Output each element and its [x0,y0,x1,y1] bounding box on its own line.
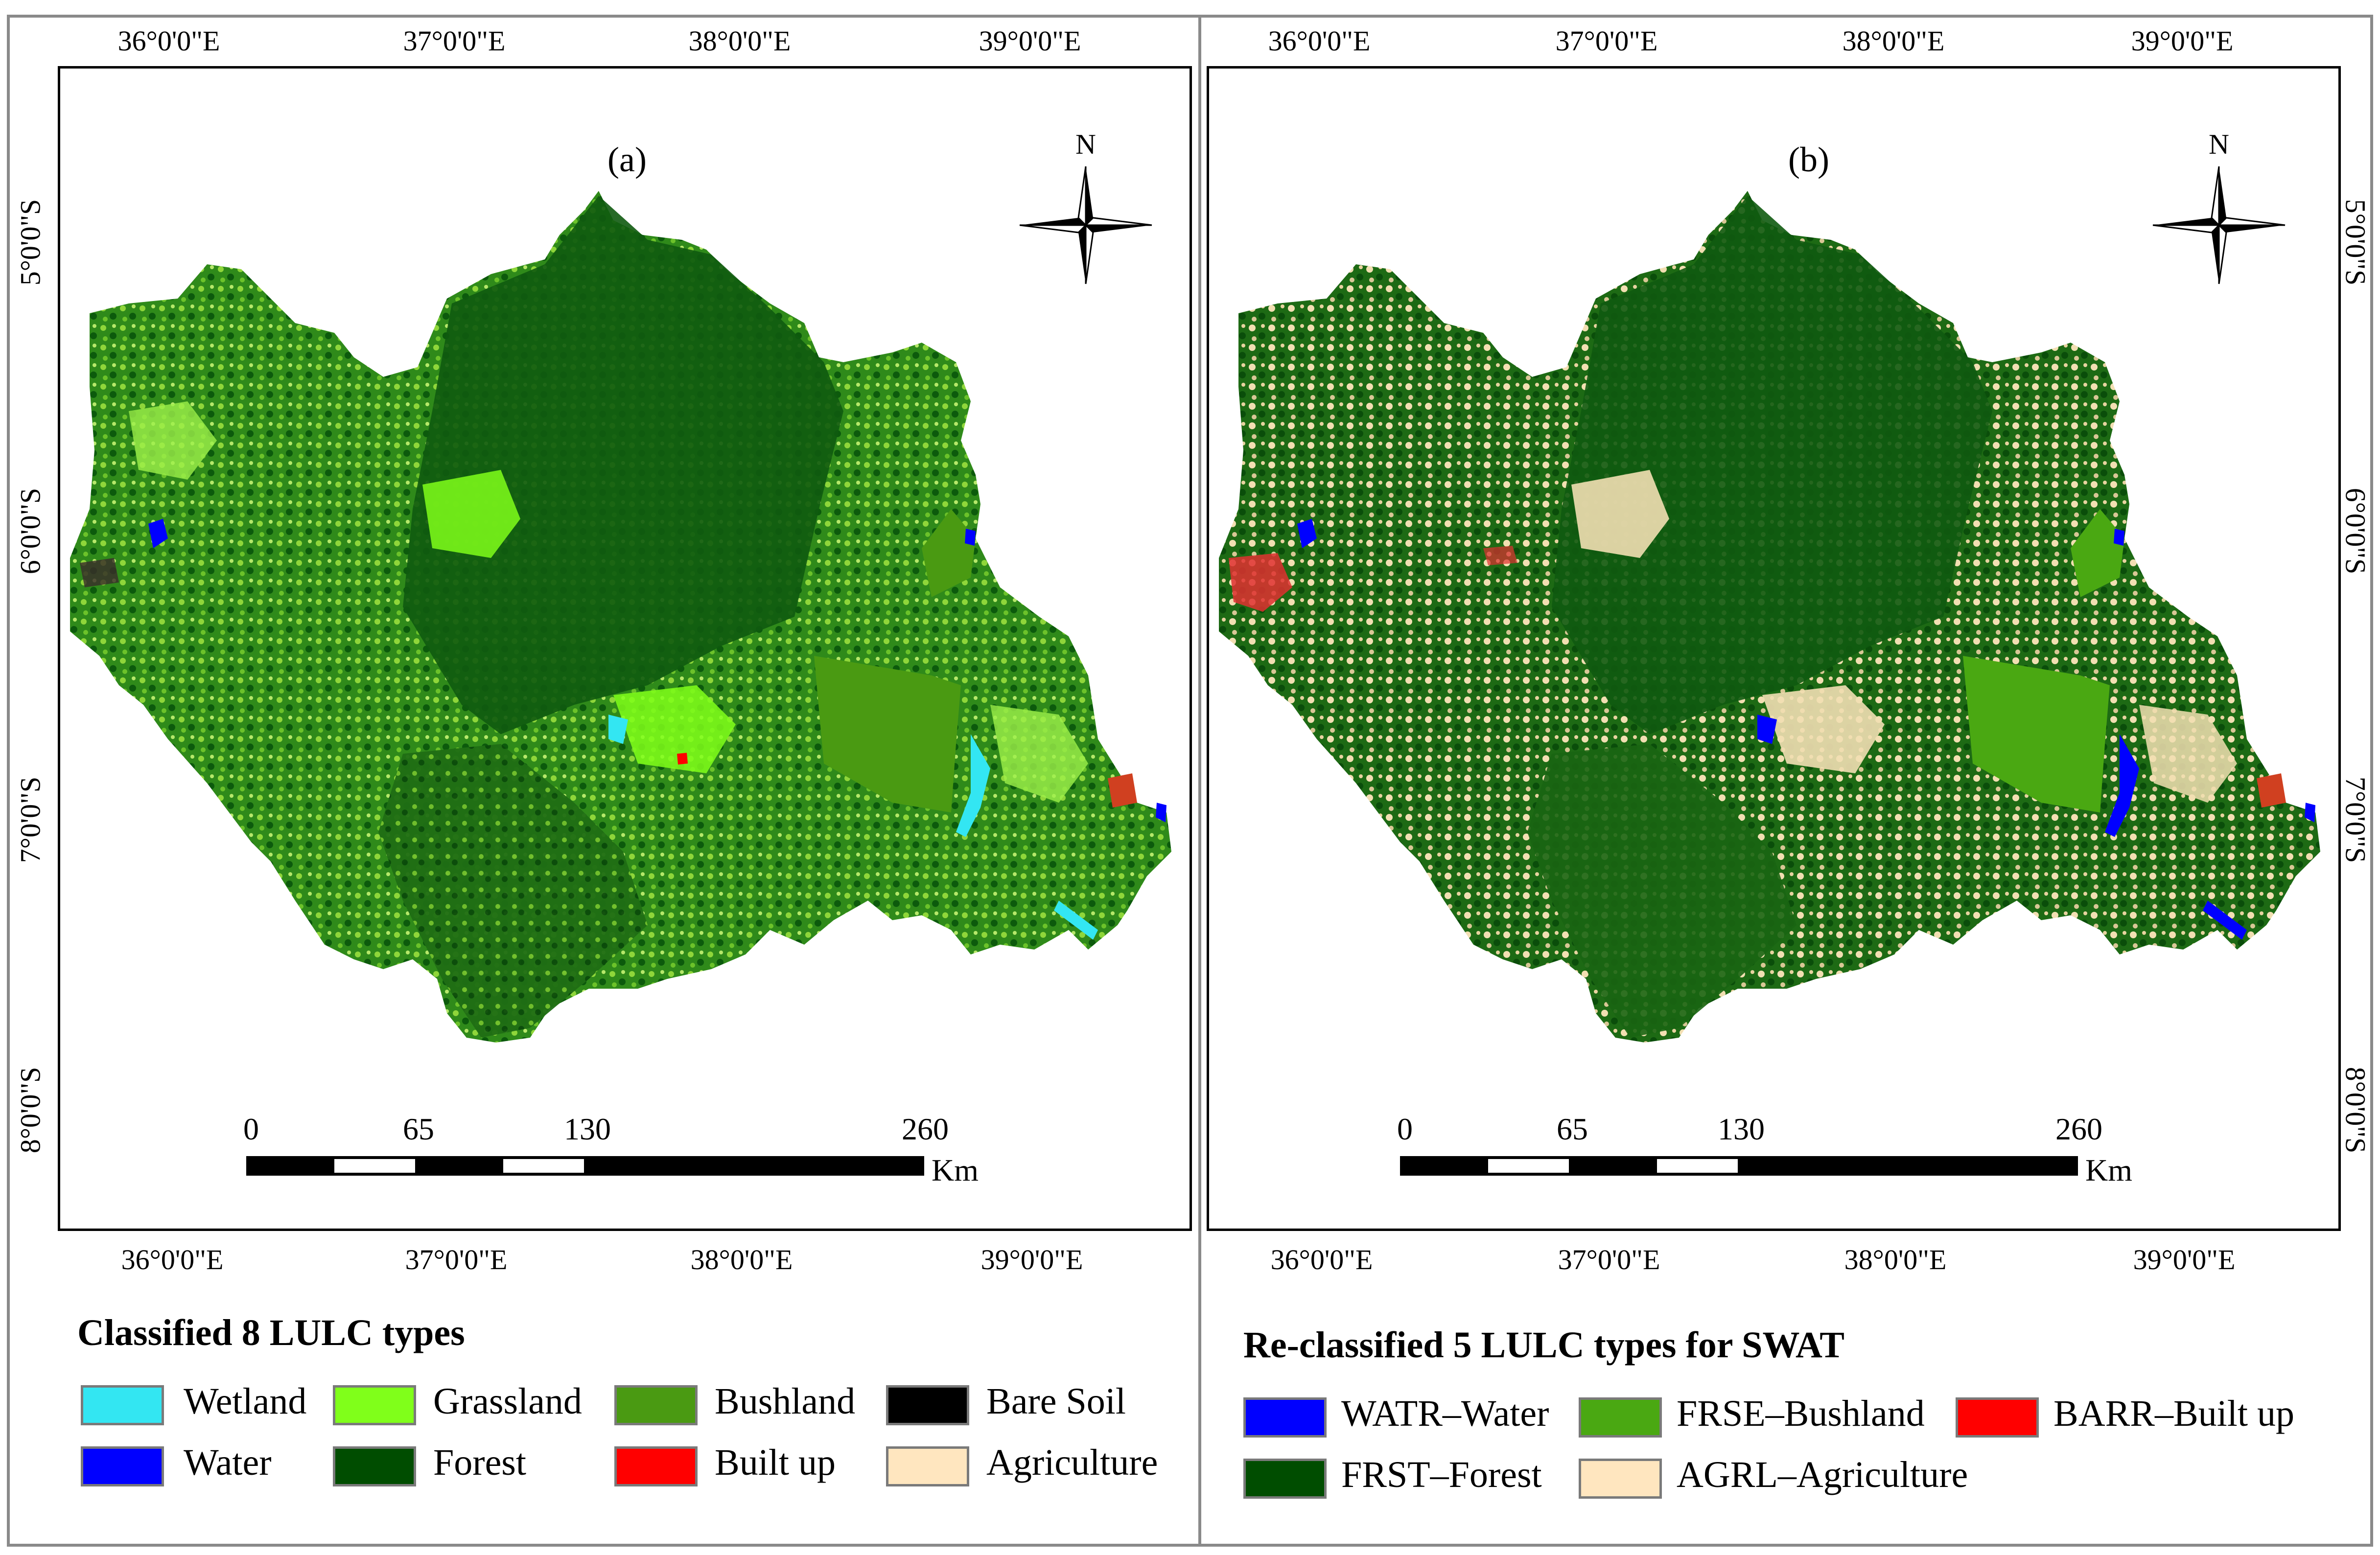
legend-swatch [886,1446,969,1486]
legend-label: Built up [715,1442,836,1483]
scale-segment-white [503,1159,584,1173]
legend-label: Agriculture [986,1442,1158,1483]
lon-label-top: 37°0'0"E [1555,25,1658,57]
lon-label-bottom: 37°0'0"E [1558,1244,1660,1276]
scale-tick: 65 [1557,1112,1588,1146]
north-arrow-a: N [1015,128,1157,291]
lat-label-left: 6°0'0"S [14,487,47,575]
lon-label-bottom: 38°0'0"E [1844,1244,1947,1276]
legend-swatch [886,1385,969,1425]
lon-label-top: 39°0'0"E [2131,25,2234,57]
lat-label-left: 7°0'0"S [14,776,47,863]
lon-label-top: 39°0'0"E [979,25,1081,57]
lon-label-bottom: 39°0'0"E [2133,1244,2236,1276]
lat-label-right: 7°0'0"S [2339,776,2372,863]
legend-swatch [1579,1397,1662,1438]
scale-segment-white [1657,1159,1738,1173]
legend-label: BARR–Built up [2053,1393,2294,1434]
scale-tick: 130 [1718,1112,1765,1146]
legend-swatch [1243,1397,1327,1438]
scale-tick: 260 [2055,1112,2102,1146]
lat-label-right: 6°0'0"S [2339,487,2372,575]
legend-swatch [1243,1459,1327,1499]
scale-unit: Km [2085,1153,2132,1187]
legend-swatch [333,1385,416,1425]
lat-label-right: 8°0'0"S [2339,1067,2372,1154]
map-frame-b: (b) N 0 65 130 260 Km [1207,66,2341,1231]
scale-segment-white [1488,1159,1569,1173]
map-frame-a: (a) N 0 65 130 260 Km [58,66,1192,1231]
lon-label-bottom: 37°0'0"E [405,1244,508,1276]
legend-label: Bare Soil [986,1381,1126,1422]
scale-tick: 260 [902,1112,949,1146]
scale-segment-white [334,1159,415,1173]
legend-label: Wetland [184,1381,307,1422]
legend-label: Forest [433,1442,526,1483]
lon-label-bottom: 39°0'0"E [980,1244,1083,1276]
scale-tick: 0 [243,1112,259,1146]
lon-label-bottom: 36°0'0"E [1270,1244,1373,1276]
north-arrow-b: N [2148,128,2290,291]
legend-swatch [614,1446,698,1486]
scale-bar-b: 0 65 130 260 Km [1397,1111,2183,1187]
legend-title-a: Classified 8 LULC types [77,1312,465,1353]
north-label: N [2209,128,2229,160]
lon-label-top: 36°0'0"E [1268,25,1371,57]
panel-label-a: (a) [607,140,647,179]
legend-swatch [333,1446,416,1486]
lulc-map-a [70,191,1171,1043]
scale-tick: 130 [564,1112,611,1146]
lat-label-left: 5°0'0"S [14,199,47,286]
legend-label: FRST–Forest [1341,1454,1542,1495]
lon-label-top: 37°0'0"E [403,25,506,57]
legend-label: Grassland [433,1381,582,1422]
legend-label: WATR–Water [1341,1393,1549,1434]
lulc-map-b [1219,191,2320,1043]
legend-swatch [614,1385,698,1425]
legend-swatch [81,1385,164,1425]
compass-icon [2152,166,2286,284]
legend-label: AGRL–Agriculture [1677,1454,1968,1495]
legend-swatch [1956,1397,2039,1438]
legend-title-b: Re-classified 5 LULC types for SWAT [1243,1324,1844,1366]
lon-label-top: 38°0'0"E [688,25,791,57]
lat-label-left: 8°0'0"S [14,1067,47,1154]
north-label: N [1075,128,1096,160]
compass-icon [1019,166,1152,284]
scale-tick: 65 [403,1112,434,1146]
lat-label-right: 5°0'0"S [2339,199,2372,286]
legend-label: FRSE–Bushland [1677,1393,1925,1434]
lon-label-top: 36°0'0"E [117,25,220,57]
lon-label-bottom: 38°0'0"E [690,1244,793,1276]
lon-label-bottom: 36°0'0"E [121,1244,224,1276]
scale-tick: 0 [1397,1112,1413,1146]
legend-swatch [1579,1459,1662,1499]
lon-label-top: 38°0'0"E [1842,25,1945,57]
legend-swatch [81,1446,164,1486]
legend-label: Bushland [715,1381,856,1422]
scale-unit: Km [932,1153,979,1187]
scale-bar-a: 0 65 130 260 Km [243,1111,1029,1187]
right-panel-frame [1198,15,2373,1547]
legend-label: Water [184,1442,272,1483]
panel-label-b: (b) [1788,140,1829,179]
